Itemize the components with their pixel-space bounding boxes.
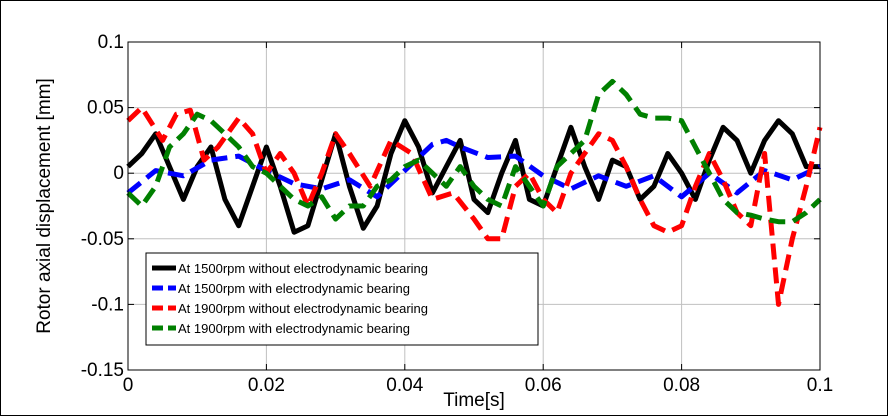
x-tick-label: 0 <box>123 375 134 396</box>
y-tick-label: 0.05 <box>87 98 124 119</box>
y-tick-label: -0.15 <box>81 360 124 381</box>
legend-label-1: At 1500rpm without electrodynamic bearin… <box>178 261 428 276</box>
series-line-4 <box>126 78 822 225</box>
y-tick-label: -0.1 <box>91 294 124 315</box>
legend-label-2: At 1500rpm with electrodynamic bearing <box>178 281 410 296</box>
axis-ticks: 0 0.02 0.04 0.06 0.08 0.1 0.1 0.05 0 -0.05 -0.1 -0.… <box>81 32 834 396</box>
x-axis-label: Time[s] <box>443 390 505 411</box>
y-tick-label: 0.1 <box>98 32 124 53</box>
legend-label-4: At 1900rpm with electrodynamic bearing <box>178 321 410 336</box>
x-tick-label: 0.08 <box>663 375 700 396</box>
series-layer <box>126 78 823 307</box>
y-tick-label: -0.05 <box>81 229 124 250</box>
plot-area-border <box>127 41 821 371</box>
legend-box <box>145 252 539 346</box>
series-line-3 <box>126 105 823 307</box>
x-tick-label: 0.06 <box>525 375 562 396</box>
legend: At 1500rpm without electrodynamic bearin… <box>145 252 539 346</box>
x-tick-label: 0.02 <box>248 375 285 396</box>
series-line-1 <box>126 118 820 235</box>
x-tick-label: 0.1 <box>807 375 833 396</box>
y-tick-label: 0 <box>113 163 124 184</box>
y-axis-label: Rotor axial displacement [mm] <box>34 78 55 334</box>
x-tick-label: 0.04 <box>386 375 423 396</box>
legend-label-3: At 1900rpm without electrodynamic bearin… <box>178 301 428 316</box>
